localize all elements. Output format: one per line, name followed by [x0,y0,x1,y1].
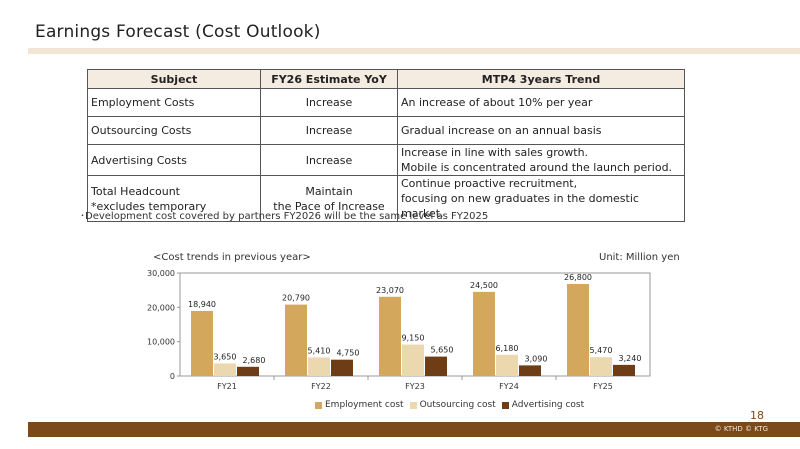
data-label: 4,750 [337,349,360,358]
bar-advertising-cost [613,364,635,376]
data-label: 5,650 [431,346,454,355]
data-label: 5,470 [590,346,613,355]
cell-yoy: Increase [260,88,398,117]
table-header-row: Subject FY26 Estimate YoY MTP4 3years Tr… [87,69,685,89]
chart-legend: Employment cost Outsourcing cost Adverti… [315,400,586,410]
bar-outsourcing-cost [214,363,236,376]
cost-outlook-table: Subject FY26 Estimate YoY MTP4 3years Tr… [87,69,685,222]
data-label: 2,680 [243,356,266,365]
x-tick-label: FY24 [499,382,519,391]
legend-swatch-outsourcing [409,401,417,409]
cell-subject: Outsourcing Costs [87,116,261,145]
y-tick-label: 20,000 [147,303,175,312]
bar-employment-cost [191,310,213,376]
legend-swatch-employment [315,401,322,409]
data-label: 26,800 [564,273,592,282]
legend-label: Employment cost [325,400,404,410]
legend-item: Advertising cost [501,400,585,410]
cell-trend-line: Continue proactive recruitment, [401,177,578,190]
cell-trend: Increase in line with sales growth. Mobi… [397,144,685,176]
bar-employment-cost [567,283,589,376]
bar-employment-cost [473,291,495,376]
cell-subject: Total Headcount *excludes temporary [87,175,261,222]
x-tick-label: FY21 [217,382,237,391]
cell-subject-line: *excludes temporary [91,199,207,213]
x-tick-label: FY23 [405,382,425,391]
legend-label: Advertising cost [511,400,585,410]
data-label: 5,410 [308,346,331,355]
cell-subject: Employment Costs [87,88,261,117]
legend-item: Employment cost [315,400,404,410]
table-row: Advertising Costs Increase Increase in l… [87,144,685,176]
cell-trend: Gradual increase on an annual basis [397,116,685,145]
bar-outsourcing-cost [402,344,424,376]
table-row: Outsourcing Costs Increase Gradual incre… [87,116,685,145]
footnote: ･Development cost covered by partners FY… [80,211,489,222]
header-fy26-yoy: FY26 Estimate YoY [260,69,398,89]
bar-outsourcing-cost [308,357,330,376]
title-bar: Earnings Forecast (Cost Outlook) [28,20,800,54]
data-label: 3,090 [525,354,548,363]
x-tick-label: FY25 [593,382,613,391]
y-tick-label: 30,000 [147,269,175,278]
page-number: 18 [750,409,764,422]
data-label: 18,940 [188,300,216,309]
data-label: 3,650 [214,352,237,361]
cell-yoy-line: Maintain [305,184,353,198]
cell-trend: An increase of about 10% per year [397,88,685,117]
data-label: 3,240 [619,354,642,363]
bar-employment-cost [285,304,307,376]
header-subject: Subject [87,69,261,89]
table-row: Employment Costs Increase An increase of… [87,88,685,117]
legend-label: Outsourcing cost [419,400,496,410]
bar-advertising-cost [519,365,541,376]
data-label: 6,180 [496,344,519,353]
chart-caption: <Cost trends in previous year> [153,252,311,263]
cell-yoy: Maintain the Pace of Increase [260,175,398,222]
bar-outsourcing-cost [496,354,518,376]
x-tick-label: FY22 [311,382,331,391]
cell-trend-line: Mobile is concentrated around the launch… [401,161,673,174]
bar-advertising-cost [237,366,259,376]
cell-yoy: Increase [260,116,398,145]
bar-outsourcing-cost [590,357,612,376]
cell-yoy-line: the Pace of Increase [273,199,385,213]
data-label: 9,150 [402,334,425,343]
y-tick-label: 10,000 [147,338,175,347]
data-label: 20,790 [282,294,310,303]
y-tick-label: 0 [170,372,175,381]
title-accent-band [28,48,800,54]
data-label: 24,500 [470,281,498,290]
copyright-text: © KTHD © KTG [714,425,768,433]
cell-trend: Continue proactive recruitment, focusing… [397,175,685,222]
cell-subject: Advertising Costs [87,144,261,176]
table-row: Total Headcount *excludes temporary Main… [87,175,685,222]
header-mtp4-trend: MTP4 3years Trend [397,69,685,89]
cell-trend-line: Increase in line with sales growth. [401,146,589,159]
legend-item: Outsourcing cost [409,400,496,410]
page-title: Earnings Forecast (Cost Outlook) [35,22,321,42]
legend-swatch-advertising [501,401,509,409]
data-label: 23,070 [376,286,404,295]
cost-trend-chart: 0 10,000 20,000 30,000 18,940 3,650 2,680 FY21 2… [147,269,651,391]
cell-yoy: Increase [260,144,398,176]
cell-subject-line: Total Headcount [91,184,180,198]
footer-bar [28,422,800,437]
chart-unit-label: Unit: Million yen [599,252,680,263]
bar-advertising-cost [331,359,353,376]
cell-trend-line: focusing on new graduates in the domesti… [401,192,639,220]
bar-advertising-cost [425,356,447,376]
bar-employment-cost [379,296,401,376]
